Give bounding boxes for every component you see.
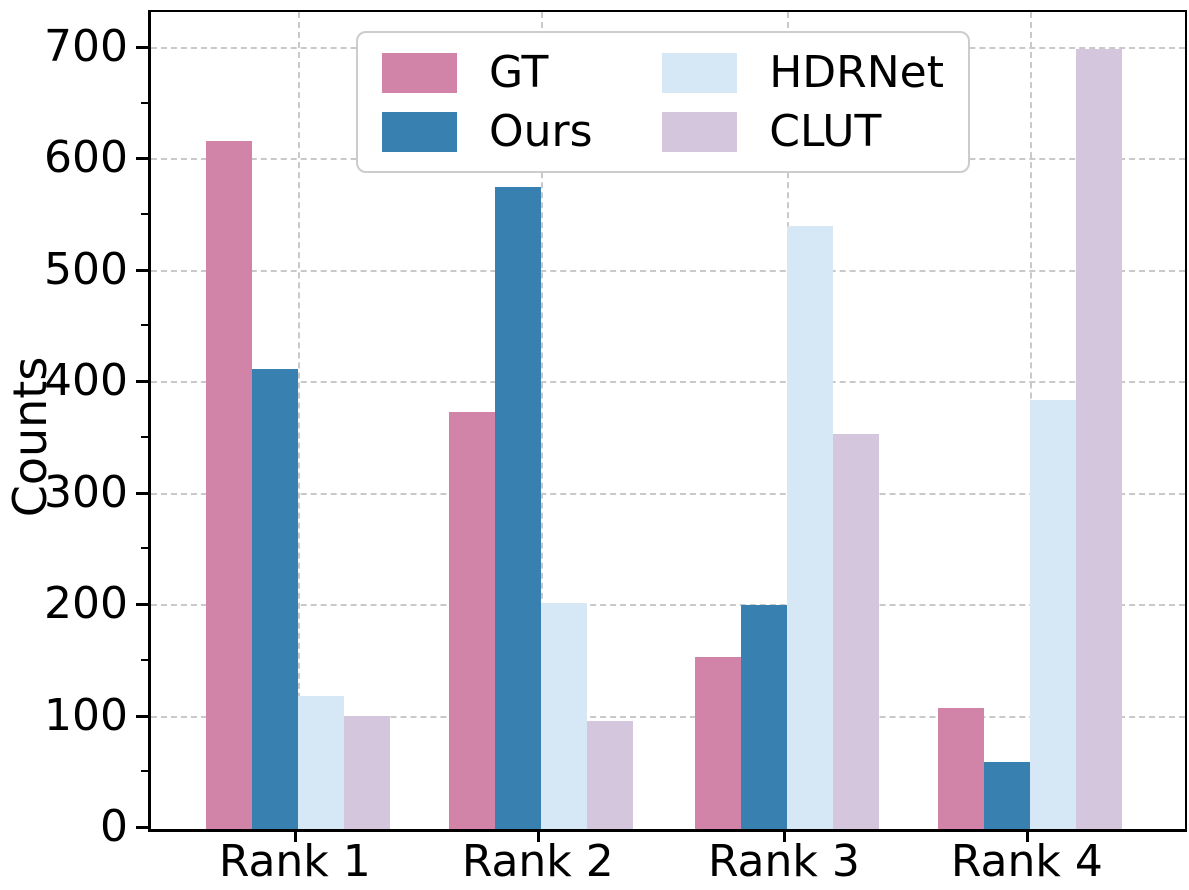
bar-ours-rank-4 — [983, 762, 1030, 829]
bar-hdrnet-rank-1 — [297, 696, 344, 829]
y-minortick-450 — [141, 324, 148, 327]
bar-gt-rank-3 — [694, 657, 741, 829]
x-tick-label-rank-2: Rank 2 — [461, 836, 614, 887]
y-tick-500 — [136, 268, 148, 272]
legend-label-gt: GT — [489, 46, 549, 98]
x-tick-rank-3 — [782, 830, 786, 842]
bar-clut-rank-1 — [343, 716, 390, 829]
h-gridline-500 — [151, 269, 1185, 272]
bar-ours-rank-1 — [251, 368, 298, 829]
y-minortick-650 — [141, 101, 148, 104]
legend-item-ours: Ours — [382, 105, 632, 157]
y-tick-label-700: 700 — [44, 20, 128, 72]
bar-hdrnet-rank-4 — [1029, 399, 1076, 829]
bar-gt-rank-4 — [937, 707, 984, 829]
y-minortick-50 — [141, 770, 148, 773]
legend-label-clut: CLUT — [769, 105, 882, 157]
bar-hdrnet-rank-2 — [540, 602, 587, 829]
y-tick-label-600: 600 — [44, 132, 128, 184]
x-tick-label-rank-3: Rank 3 — [707, 836, 860, 887]
y-tick-label-200: 200 — [44, 578, 128, 630]
legend-label-hdrnet: HDRNet — [769, 46, 944, 98]
y-tick-label-400: 400 — [44, 355, 128, 407]
x-tick-rank-4 — [1025, 830, 1029, 842]
v-gridline-rank-2 — [540, 12, 543, 829]
x-tick-rank-1 — [293, 830, 297, 842]
y-tick-400 — [136, 380, 148, 384]
v-gridline-rank-1 — [297, 12, 300, 829]
y-minortick-350 — [141, 435, 148, 438]
legend-swatch-gt — [382, 52, 457, 93]
legend-item-gt: GT — [382, 46, 632, 98]
y-minortick-250 — [141, 547, 148, 550]
h-gridline-200 — [151, 604, 1185, 607]
legend-swatch-hdrnet — [662, 52, 738, 93]
y-tick-label-100: 100 — [44, 689, 128, 741]
bar-gt-rank-2 — [448, 412, 495, 829]
y-minortick-550 — [141, 212, 148, 215]
y-tick-label-300: 300 — [44, 466, 128, 518]
legend-swatch-ours — [382, 111, 457, 152]
y-minortick-150 — [141, 658, 148, 661]
legend-item-clut: CLUT — [662, 105, 944, 157]
y-tick-label-500: 500 — [44, 243, 128, 295]
h-gridline-400 — [151, 381, 1185, 384]
x-tick-rank-2 — [536, 830, 540, 842]
y-tick-200 — [136, 603, 148, 607]
bar-clut-rank-2 — [586, 720, 633, 829]
h-gridline-100 — [151, 715, 1185, 718]
bar-ours-rank-2 — [494, 187, 541, 829]
y-tick-700 — [136, 45, 148, 49]
y-tick-100 — [136, 714, 148, 718]
bar-hdrnet-rank-3 — [786, 226, 833, 829]
legend: GT Ours HDRNet CLUT — [356, 31, 970, 173]
bar-gt-rank-1 — [205, 141, 252, 829]
legend-swatch-clut — [662, 111, 738, 152]
y-tick-label-0: 0 — [100, 801, 128, 852]
bar-ours-rank-3 — [740, 604, 787, 829]
legend-label-ours: Ours — [489, 105, 593, 157]
x-tick-label-rank-1: Rank 1 — [218, 836, 371, 887]
bar-clut-rank-3 — [832, 434, 879, 829]
legend-item-hdrnet: HDRNet — [662, 46, 944, 98]
bar-clut-rank-4 — [1075, 48, 1122, 829]
x-tick-label-rank-4: Rank 4 — [950, 836, 1103, 887]
y-tick-0 — [136, 826, 148, 829]
y-tick-300 — [136, 491, 148, 495]
y-tick-600 — [136, 157, 148, 161]
h-gridline-300 — [151, 492, 1185, 495]
